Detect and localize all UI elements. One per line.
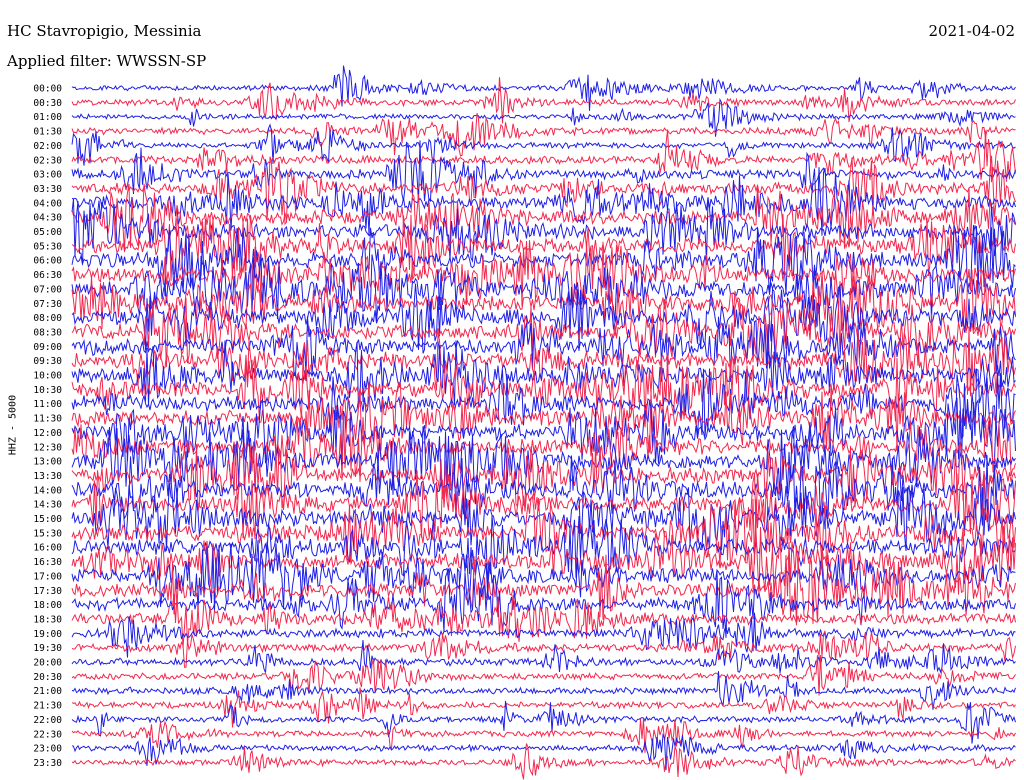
trace-row bbox=[71, 441, 1016, 512]
trace-row bbox=[71, 612, 1016, 658]
row-time-label: 20:00 bbox=[33, 658, 62, 669]
row-time-label: 10:30 bbox=[33, 385, 62, 396]
row-time-label: 02:00 bbox=[33, 141, 62, 152]
row-time-label: 04:00 bbox=[33, 198, 62, 209]
row-time-label: 06:30 bbox=[33, 270, 62, 281]
row-time-label: 04:30 bbox=[33, 213, 62, 224]
trace-row bbox=[71, 167, 1016, 236]
row-time-label: 03:30 bbox=[33, 184, 62, 195]
trace-row bbox=[71, 213, 1016, 281]
trace-row bbox=[71, 594, 1016, 648]
trace-row bbox=[71, 455, 1016, 526]
row-time-label: 09:00 bbox=[33, 342, 62, 353]
row-time-label: 11:00 bbox=[33, 399, 62, 410]
row-time-label: 16:00 bbox=[33, 543, 62, 554]
trace-row bbox=[71, 718, 1016, 753]
trace-row bbox=[71, 381, 1016, 453]
trace-row bbox=[71, 316, 1016, 382]
trace-row bbox=[71, 65, 1016, 111]
row-time-label: 17:00 bbox=[33, 571, 62, 582]
row-time-label: 07:00 bbox=[33, 284, 62, 295]
row-time-label: 11:30 bbox=[33, 414, 62, 425]
trace-row bbox=[71, 630, 1016, 668]
trace-row bbox=[71, 470, 1016, 540]
row-time-label: 22:30 bbox=[33, 729, 62, 740]
row-time-label: 08:00 bbox=[33, 313, 62, 324]
trace-rows bbox=[71, 65, 1016, 780]
row-time-label: 02:30 bbox=[33, 155, 62, 166]
station-title: HC Stavropigio, Messinia bbox=[7, 22, 202, 40]
trace-row bbox=[71, 368, 1016, 440]
row-time-label: 23:30 bbox=[33, 758, 62, 769]
row-time-label: 14:30 bbox=[33, 500, 62, 511]
row-labels: 00:00 00:30 01:00 01:30 02:00 02:30 03:00 03:30… bbox=[33, 84, 62, 769]
row-time-label: 22:00 bbox=[33, 715, 62, 726]
trace-row bbox=[71, 130, 1016, 183]
row-time-label: 23:00 bbox=[33, 744, 62, 755]
row-time-label: 18:30 bbox=[33, 614, 62, 625]
row-time-label: 12:30 bbox=[33, 442, 62, 453]
row-time-label: 16:30 bbox=[33, 557, 62, 568]
trace-row bbox=[71, 77, 1016, 124]
row-time-label: 20:30 bbox=[33, 672, 62, 683]
trace-row bbox=[71, 397, 1016, 466]
trace-row bbox=[71, 355, 1016, 425]
row-time-label: 12:00 bbox=[33, 428, 62, 439]
trace-row bbox=[71, 482, 1016, 552]
row-time-label: 21:00 bbox=[33, 686, 62, 697]
row-time-label: 07:30 bbox=[33, 299, 62, 310]
row-time-label: 13:00 bbox=[33, 457, 62, 468]
row-time-label: 05:30 bbox=[33, 241, 62, 252]
trace-row bbox=[71, 540, 1016, 612]
row-time-label: 09:30 bbox=[33, 356, 62, 367]
row-time-label: 14:00 bbox=[33, 485, 62, 496]
row-time-label: 18:00 bbox=[33, 600, 62, 611]
filter-label: Applied filter: WWSSN-SP bbox=[7, 52, 207, 70]
trace-row bbox=[71, 97, 1016, 137]
row-time-label: 15:30 bbox=[33, 528, 62, 539]
row-time-label: 19:00 bbox=[33, 629, 62, 640]
row-time-label: 01:00 bbox=[33, 112, 62, 123]
trace-row bbox=[71, 123, 1016, 166]
row-time-label: 15:00 bbox=[33, 514, 62, 525]
date-label: 2021-04-02 bbox=[928, 22, 1015, 40]
row-time-label: 06:00 bbox=[33, 256, 62, 267]
row-time-label: 05:00 bbox=[33, 227, 62, 238]
trace-row bbox=[71, 112, 1016, 157]
row-time-label: 00:30 bbox=[33, 98, 62, 109]
trace-row bbox=[71, 567, 1016, 638]
trace-row bbox=[71, 253, 1016, 323]
trace-row bbox=[71, 654, 1016, 696]
row-time-label: 00:00 bbox=[33, 84, 62, 95]
trace-row bbox=[71, 495, 1016, 567]
trace-row bbox=[71, 687, 1016, 728]
trace-row bbox=[71, 515, 1016, 583]
trace-row bbox=[71, 732, 1016, 771]
trace-row bbox=[71, 224, 1016, 297]
trace-row bbox=[71, 700, 1016, 744]
row-time-label: 17:30 bbox=[33, 586, 62, 597]
trace-row bbox=[71, 340, 1016, 409]
row-time-label: 21:30 bbox=[33, 701, 62, 712]
trace-row bbox=[71, 183, 1016, 253]
row-time-label: 10:00 bbox=[33, 371, 62, 382]
row-time-label: 08:30 bbox=[33, 327, 62, 338]
trace-row bbox=[71, 671, 1016, 710]
trace-row bbox=[71, 240, 1016, 307]
trace-row bbox=[71, 639, 1016, 674]
row-time-label: 13:30 bbox=[33, 471, 62, 482]
row-time-label: 19:30 bbox=[33, 643, 62, 654]
trace-row bbox=[71, 743, 1016, 780]
trace-row bbox=[71, 411, 1016, 482]
trace-row bbox=[71, 326, 1016, 397]
row-time-label: 03:00 bbox=[33, 170, 62, 181]
row-time-label: 01:30 bbox=[33, 127, 62, 138]
